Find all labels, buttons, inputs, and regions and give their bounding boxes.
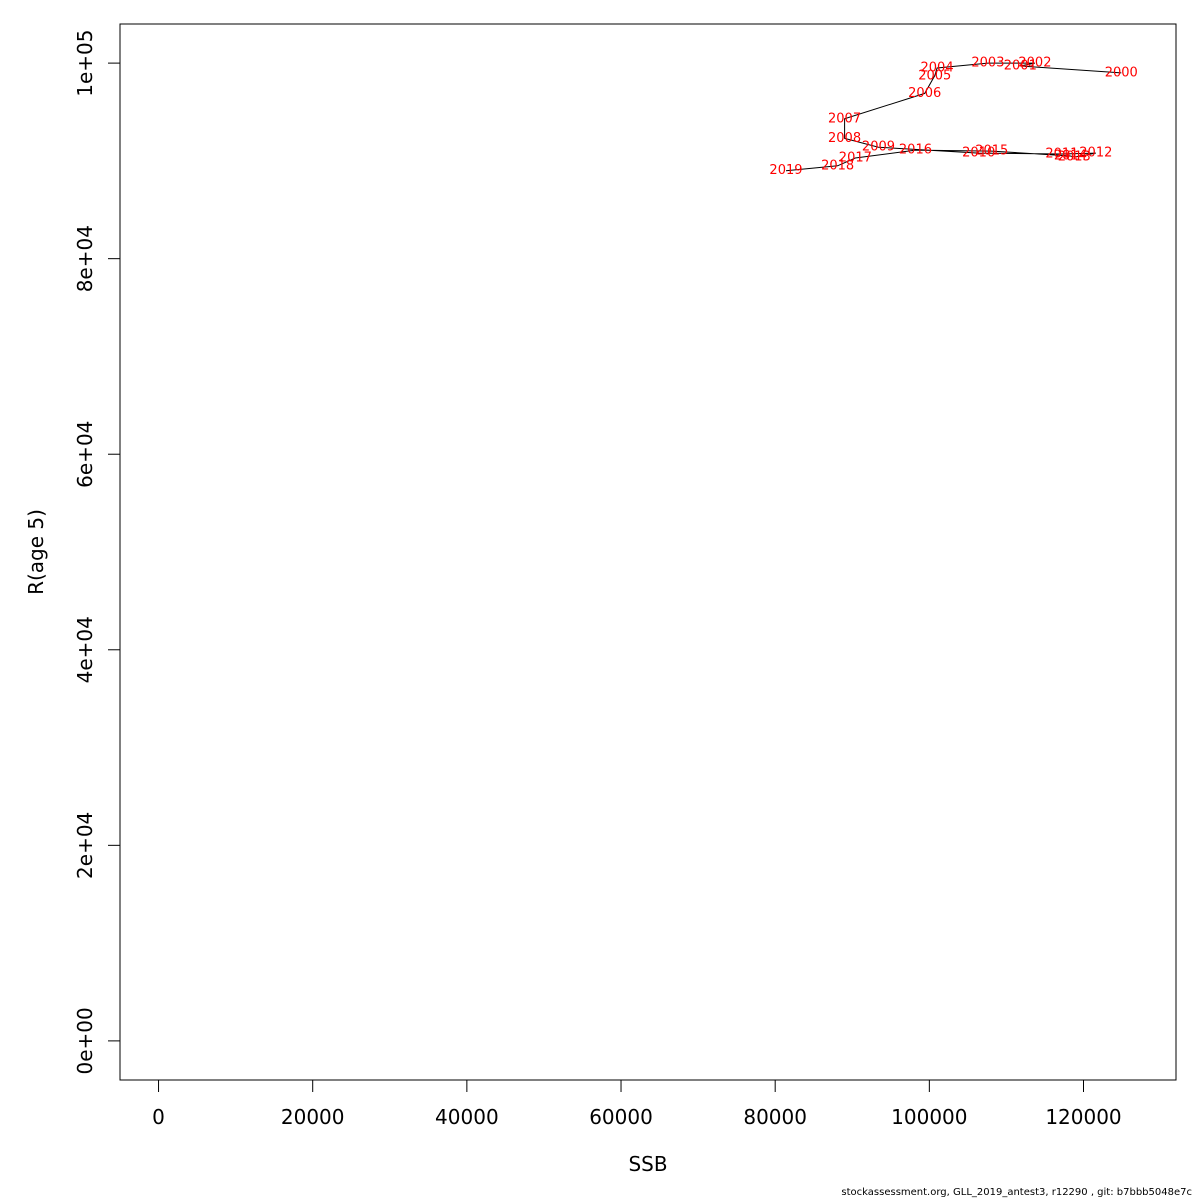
point-label-2010: 2010 — [962, 146, 995, 161]
point-labels: 2000200120022003200420052006200720082009… — [769, 56, 1137, 179]
series-line — [785, 62, 1122, 172]
point-label-2002: 2002 — [1018, 56, 1051, 71]
y-tick-label: 2e+04 — [73, 812, 97, 879]
point-label-2012: 2012 — [1079, 146, 1112, 161]
point-label-2019: 2019 — [769, 163, 802, 178]
point-label-2000: 2000 — [1105, 65, 1138, 80]
x-tick-label: 0 — [152, 1105, 165, 1129]
x-tick-label: 80000 — [743, 1105, 807, 1129]
x-tick-label: 100000 — [891, 1105, 967, 1129]
x-tick-label: 60000 — [589, 1105, 653, 1129]
point-label-2009: 2009 — [862, 140, 895, 155]
y-tick-label: 0e+00 — [73, 1007, 97, 1074]
point-label-2011: 2011 — [1045, 147, 1078, 162]
y-axis: 0e+00 2e+04 4e+04 6e+04 8e+04 1e+05 — [73, 29, 121, 1075]
point-label-2018: 2018 — [821, 158, 854, 173]
point-label-2013: 2013 — [1058, 149, 1091, 164]
point-label-2004: 2004 — [921, 61, 954, 76]
point-label-2015: 2015 — [975, 144, 1008, 159]
point-label-2016: 2016 — [899, 143, 932, 158]
point-label-2001: 2001 — [1004, 59, 1037, 74]
point-label-2007: 2007 — [828, 111, 861, 126]
point-label-2003: 2003 — [971, 56, 1004, 71]
y-tick-label: 4e+04 — [73, 616, 97, 683]
x-tick-label: 20000 — [281, 1105, 345, 1129]
ssb-recruitment-path — [785, 62, 1122, 172]
x-tick-label: 40000 — [435, 1105, 499, 1129]
x-axis: 0 20000 40000 60000 80000 100000 120000 — [152, 1079, 1122, 1129]
y-tick-label: 1e+05 — [73, 29, 97, 96]
point-label-2017: 2017 — [839, 150, 872, 165]
point-label-2006: 2006 — [908, 86, 941, 101]
footer-credit: stockassessment.org, GLL_2019_antest3, r… — [841, 1187, 1192, 1198]
point-label-2005: 2005 — [918, 68, 951, 83]
x-axis-title: SSB — [628, 1152, 667, 1176]
y-tick-label: 8e+04 — [73, 225, 97, 292]
plot-frame — [119, 23, 1177, 1081]
x-tick-label: 120000 — [1045, 1105, 1121, 1129]
point-label-2008: 2008 — [828, 131, 861, 146]
y-axis-title: R(age 5) — [24, 509, 48, 595]
y-tick-label: 6e+04 — [73, 421, 97, 488]
point-label-2014: 2014 — [1054, 149, 1087, 164]
